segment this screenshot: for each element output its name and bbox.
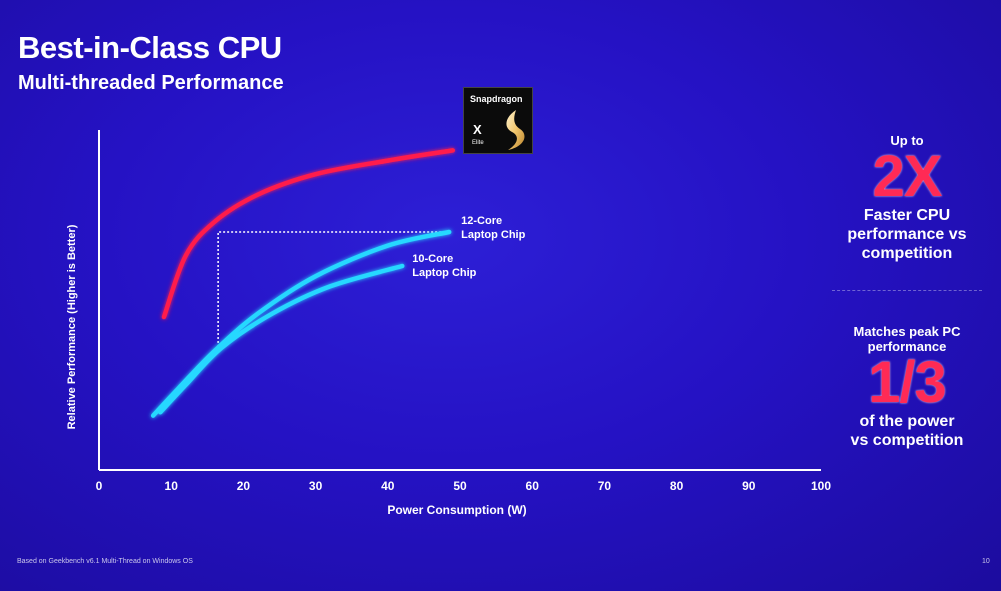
- series-label: Laptop Chip: [461, 229, 525, 241]
- badge-tier: Elite: [472, 140, 484, 146]
- badge-brand: Snapdragon: [470, 94, 523, 104]
- x-tick-label: 50: [453, 479, 467, 493]
- series-12-core-line: [150, 229, 452, 418]
- footnote: Based on Geekbench v6.1 Multi-Thread on …: [17, 558, 193, 565]
- x-tick-label: 80: [670, 479, 684, 493]
- x-axis-label: Power Consumption (W): [387, 503, 526, 517]
- stat-one-third: 1/3: [868, 350, 947, 415]
- stat-2x: 2X: [872, 144, 943, 209]
- callout-line: Faster CPU: [863, 207, 951, 224]
- callout-divider: [832, 290, 982, 291]
- x-tick-label: 30: [309, 479, 323, 493]
- series-label: Laptop Chip: [412, 267, 476, 279]
- series-label: 12-Core: [461, 215, 502, 227]
- faster-cpu-callout: Up to 2X Faster CPU performance vs compe…: [828, 133, 986, 263]
- x-tick-label: 40: [381, 479, 395, 493]
- badge-model: X: [473, 122, 482, 137]
- x-tick-label: 60: [526, 479, 540, 493]
- series-snapdragon-line: [161, 148, 456, 320]
- callout-line: competition: [861, 245, 953, 262]
- callout-line: performance vs: [847, 226, 967, 243]
- page-number: 10: [982, 558, 990, 565]
- power-callout: Matches peak PC performance 1/3 of the p…: [828, 324, 986, 450]
- callout-prefix: Matches peak PC: [853, 324, 961, 339]
- page-title: Best-in-Class CPU: [18, 30, 282, 65]
- x-tick-label: 70: [598, 479, 612, 493]
- x-tick-label: 0: [96, 479, 103, 493]
- snapdragon-badge: Snapdragon X Elite: [463, 87, 533, 154]
- callout-line: vs competition: [850, 432, 964, 449]
- reference-line: [217, 231, 450, 351]
- x-tick-label: 10: [165, 479, 179, 493]
- x-tick-label: 90: [742, 479, 756, 493]
- page-subtitle: Multi-threaded Performance: [18, 72, 284, 94]
- x-tick-label: 100: [811, 479, 831, 493]
- y-axis-label: Relative Performance (Higher is Better): [66, 224, 78, 429]
- callout-prefix: performance: [867, 339, 947, 354]
- callout-line: of the power: [859, 413, 955, 430]
- series-10-core-line: [158, 263, 405, 415]
- x-tick-label: 20: [237, 479, 251, 493]
- callout-prefix: Up to: [890, 133, 924, 148]
- series-label: 10-Core: [412, 253, 453, 265]
- snapdragon-logo-icon: [506, 110, 525, 150]
